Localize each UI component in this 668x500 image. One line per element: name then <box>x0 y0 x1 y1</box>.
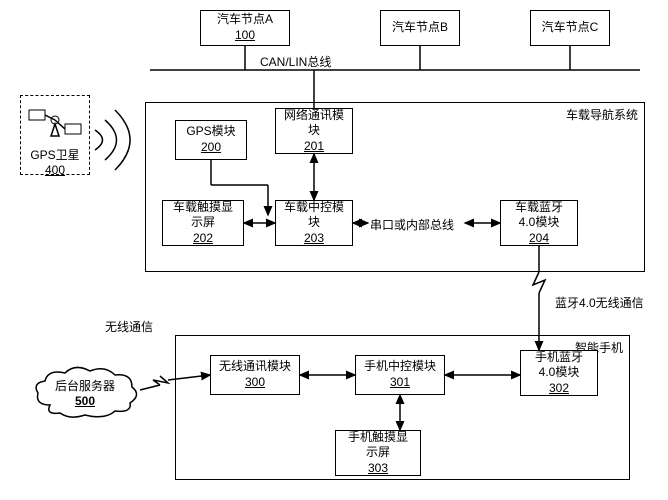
touch-label: 车载触摸显示屏 <box>168 200 238 231</box>
gps-num: 200 <box>201 140 221 156</box>
internal-bus-label: 串口或内部总线 <box>370 216 454 233</box>
pw-label: 无线通讯模块 <box>219 359 291 375</box>
gps-label: GPS模块 <box>186 124 235 140</box>
touch-num: 202 <box>193 231 213 247</box>
pt-num: 303 <box>368 461 388 477</box>
pbt-label: 手机蓝牙4.0模块 <box>529 350 589 381</box>
server-label: 后台服务器 <box>30 377 140 394</box>
phone-bt: 手机蓝牙4.0模块 302 <box>520 350 598 396</box>
car-b-label: 汽车节点B <box>392 20 448 36</box>
net-module: 网络通讯模块 201 <box>275 108 353 154</box>
gps-module: GPS模块 200 <box>175 120 247 160</box>
car-node-b: 汽车节点B <box>380 10 460 46</box>
server-cloud: 后台服务器 500 <box>30 365 140 420</box>
touch-module: 车载触摸显示屏 202 <box>162 200 244 246</box>
car-a-num: 100 <box>235 28 255 44</box>
bt-module: 车载蓝牙4.0模块 204 <box>500 200 578 246</box>
car-a-label: 汽车节点A <box>217 12 273 28</box>
ctrl-label: 车载中控模块 <box>284 200 344 231</box>
car-node-c: 汽车节点C <box>530 10 610 46</box>
server-num: 500 <box>30 394 140 408</box>
wireless-label: 无线通信 <box>105 318 153 335</box>
nav-system-title: 车载导航系统 <box>566 106 638 123</box>
gps-sat-num: 400 <box>21 163 89 177</box>
net-num: 201 <box>304 139 324 155</box>
ctrl-num: 203 <box>304 231 324 247</box>
pbt-num: 302 <box>549 381 569 397</box>
phone-wireless: 无线通讯模块 300 <box>210 355 300 395</box>
pw-num: 300 <box>245 375 265 391</box>
bt-wireless-label: 蓝牙4.0无线通信 <box>555 294 644 311</box>
pt-label: 手机触摸显示屏 <box>343 430 413 461</box>
bus-label: CAN/LIN总线 <box>260 53 331 70</box>
net-label: 网络通讯模块 <box>284 108 344 139</box>
diagram-stage: 汽车节点A 100 汽车节点B 汽车节点C CAN/LIN总线 GPS卫星 40… <box>0 0 668 500</box>
gps-sat-label: GPS卫星 <box>21 146 89 163</box>
gps-satellite: GPS卫星 400 <box>20 95 90 175</box>
bt-label: 车载蓝牙4.0模块 <box>509 200 569 231</box>
bt-num: 204 <box>529 231 549 247</box>
phone-touch: 手机触摸显示屏 303 <box>335 430 421 476</box>
satellite-icon <box>21 98 89 146</box>
car-c-label: 汽车节点C <box>542 20 599 36</box>
car-node-a: 汽车节点A 100 <box>200 10 290 46</box>
pc-label: 手机中控模块 <box>364 359 436 375</box>
pc-num: 301 <box>390 375 410 391</box>
ctrl-module: 车载中控模块 203 <box>275 200 353 246</box>
phone-ctrl: 手机中控模块 301 <box>355 355 445 395</box>
